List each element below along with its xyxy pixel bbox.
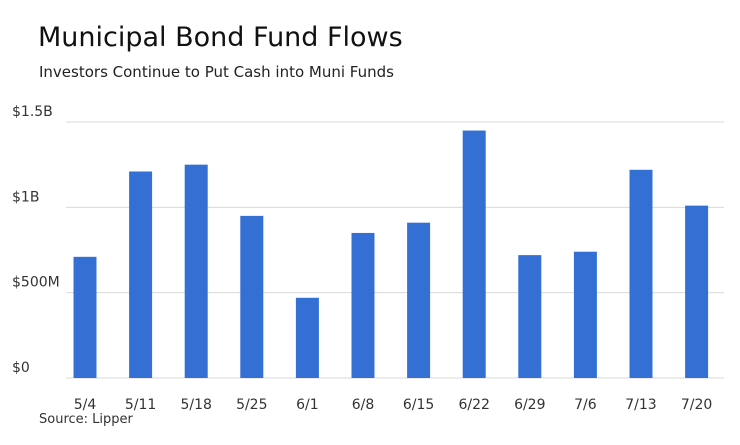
gridlines — [66, 121, 724, 379]
x-axis-tick-labels: 5/4 5/11 5/18 5/25 6/1 6/8 6/15 6/22 6/29 7/6 7/13… — [74, 397, 713, 413]
x-tick-label: 6/8 — [352, 397, 375, 413]
x-tick-label: 5/18 — [180, 397, 211, 413]
x-tick-label: 5/25 — [236, 397, 267, 413]
y-tick-label: $500M — [12, 275, 60, 291]
bar — [518, 255, 542, 378]
source-note: Source: Lipper — [39, 412, 133, 427]
x-tick-label: 5/11 — [125, 397, 156, 413]
x-tick-label: 6/29 — [514, 397, 545, 413]
bar — [240, 215, 264, 378]
y-tick-label: $1B — [12, 189, 39, 205]
x-tick-label: 7/20 — [681, 397, 712, 413]
y-tick-label: $0 — [12, 360, 30, 376]
bar — [685, 205, 709, 378]
bar — [351, 232, 375, 378]
bars — [73, 130, 709, 378]
x-tick-label: 7/13 — [625, 397, 656, 413]
x-tick-label: 5/4 — [74, 397, 97, 413]
x-tick-label: 6/22 — [458, 397, 489, 413]
x-tick-label: 7/6 — [574, 397, 597, 413]
bar — [407, 222, 431, 378]
chart-subtitle: Investors Continue to Put Cash into Muni… — [39, 63, 394, 81]
bar — [129, 171, 153, 378]
x-tick-label: 6/1 — [296, 397, 319, 413]
bar — [73, 256, 97, 378]
bar — [295, 297, 319, 378]
bar — [629, 169, 653, 378]
y-tick-label: $1.5B — [12, 104, 53, 120]
bar — [184, 164, 208, 378]
x-tick-label: 6/15 — [403, 397, 434, 413]
bar — [573, 251, 597, 378]
chart-title: Municipal Bond Fund Flows — [38, 22, 403, 53]
bar — [462, 130, 486, 378]
y-axis-tick-labels: $0 $500M $1B $1.5B — [12, 104, 60, 376]
